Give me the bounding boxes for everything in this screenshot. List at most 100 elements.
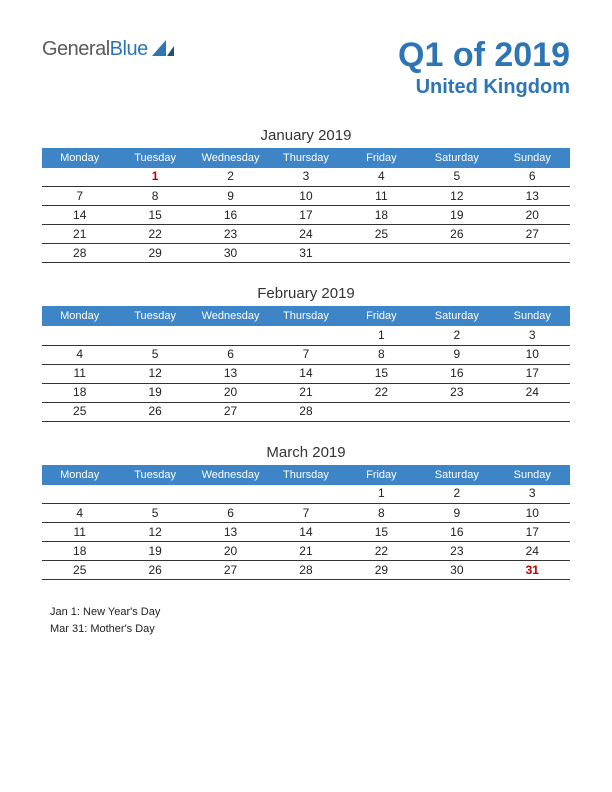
calendar-row: 78910111213 <box>42 187 570 206</box>
calendar-cell <box>193 326 268 345</box>
calendar-cell: 27 <box>193 402 268 421</box>
calendar-cell: 18 <box>42 383 117 402</box>
calendar-cell <box>419 402 494 421</box>
calendar-cell: 30 <box>419 561 494 580</box>
calendar-cell: 2 <box>193 168 268 187</box>
calendar-cell: 28 <box>268 561 343 580</box>
calendar-cell: 21 <box>42 225 117 244</box>
day-header: Saturday <box>419 306 494 326</box>
calendar-cell: 11 <box>344 187 419 206</box>
calendar-cell: 11 <box>42 523 117 542</box>
calendar-cell: 13 <box>495 187 570 206</box>
day-header: Monday <box>42 465 117 485</box>
calendar-cell: 12 <box>419 187 494 206</box>
calendar-cell: 16 <box>419 364 494 383</box>
calendar-cell: 9 <box>419 345 494 364</box>
calendar-cell: 3 <box>495 485 570 504</box>
day-header: Friday <box>344 465 419 485</box>
calendar-cell: 31 <box>495 561 570 580</box>
calendar-cell: 29 <box>117 244 192 263</box>
calendar-cell: 8 <box>117 187 192 206</box>
month-title: February 2019 <box>42 285 570 302</box>
calendar-cell <box>193 485 268 504</box>
day-header: Tuesday <box>117 306 192 326</box>
calendar-cell: 20 <box>193 383 268 402</box>
day-header: Tuesday <box>117 465 192 485</box>
calendar-cell <box>42 168 117 187</box>
calendar-month: March 2019 MondayTuesdayWednesdayThursday… <box>42 444 570 581</box>
calendar-cell: 30 <box>193 244 268 263</box>
calendar-cell: 3 <box>495 326 570 345</box>
calendar-cell: 20 <box>193 542 268 561</box>
day-header: Sunday <box>495 148 570 168</box>
calendar-month: January 2019MondayTuesdayWednesdayThursd… <box>42 127 570 264</box>
calendar-cell: 24 <box>495 542 570 561</box>
calendar-row: 14151617181920 <box>42 206 570 225</box>
calendar-cell: 13 <box>193 523 268 542</box>
calendar-row: 21222324252627 <box>42 225 570 244</box>
day-header: Thursday <box>268 148 343 168</box>
calendar-cell: 16 <box>193 206 268 225</box>
calendar-cell: 4 <box>344 168 419 187</box>
calendar-cell: 5 <box>419 168 494 187</box>
calendar-cell <box>268 485 343 504</box>
sail-icon <box>152 40 174 63</box>
calendar-cell <box>42 485 117 504</box>
calendar-row: 25262728293031 <box>42 561 570 580</box>
calendar-cell: 23 <box>419 383 494 402</box>
page-title: Q1 of 2019 <box>398 38 570 74</box>
day-header: Thursday <box>268 465 343 485</box>
calendar-cell: 28 <box>42 244 117 263</box>
calendar-cell: 9 <box>193 187 268 206</box>
calendar-cell: 4 <box>42 504 117 523</box>
calendar-row: 25262728 <box>42 402 570 421</box>
calendar-cell <box>117 326 192 345</box>
calendar-table: MondayTuesdayWednesdayThursdayFridaySatu… <box>42 465 570 581</box>
calendar-table: MondayTuesdayWednesdayThursdayFridaySatu… <box>42 148 570 264</box>
calendar-cell: 12 <box>117 364 192 383</box>
calendar-cell: 6 <box>495 168 570 187</box>
calendar-cell: 25 <box>42 402 117 421</box>
calendar-cell: 23 <box>419 542 494 561</box>
day-header: Wednesday <box>193 306 268 326</box>
calendar-row: 45678910 <box>42 504 570 523</box>
calendar-cell: 3 <box>268 168 343 187</box>
calendar-cell: 17 <box>495 523 570 542</box>
calendar-cell: 2 <box>419 326 494 345</box>
day-header: Sunday <box>495 306 570 326</box>
header: GeneralBlue Q1 of 2019 United Kingdom <box>42 38 570 99</box>
calendar-cell: 15 <box>117 206 192 225</box>
calendar-cell: 7 <box>268 345 343 364</box>
calendar-month: February 2019MondayTuesdayWednesdayThurs… <box>42 285 570 422</box>
calendar-cell: 21 <box>268 383 343 402</box>
calendar-cell: 1 <box>117 168 192 187</box>
calendar-cell: 4 <box>42 345 117 364</box>
holiday-note-line: Mar 31: Mother's Day <box>50 621 570 638</box>
calendar-cell: 1 <box>344 485 419 504</box>
calendar-cell: 19 <box>117 542 192 561</box>
calendar-cell <box>117 485 192 504</box>
calendar-cell <box>268 326 343 345</box>
calendar-cell <box>42 326 117 345</box>
calendar-cell: 8 <box>344 345 419 364</box>
calendar-row: 18192021222324 <box>42 542 570 561</box>
logo-part2: Blue <box>110 38 148 60</box>
calendar-cell: 18 <box>42 542 117 561</box>
day-header: Saturday <box>419 465 494 485</box>
calendar-row: 123456 <box>42 168 570 187</box>
calendar-cell <box>344 402 419 421</box>
month-title: March 2019 <box>42 444 570 461</box>
calendar-row: 28293031 <box>42 244 570 263</box>
day-header: Monday <box>42 148 117 168</box>
calendar-cell: 14 <box>42 206 117 225</box>
calendar-cell: 24 <box>495 383 570 402</box>
day-header: Sunday <box>495 465 570 485</box>
calendar-cell: 2 <box>419 485 494 504</box>
calendar-cell: 17 <box>268 206 343 225</box>
calendar-cell: 26 <box>419 225 494 244</box>
calendar-cell: 31 <box>268 244 343 263</box>
calendar-cell: 9 <box>419 504 494 523</box>
day-header: Wednesday <box>193 148 268 168</box>
calendar-cell: 10 <box>495 345 570 364</box>
calendar-cell: 18 <box>344 206 419 225</box>
